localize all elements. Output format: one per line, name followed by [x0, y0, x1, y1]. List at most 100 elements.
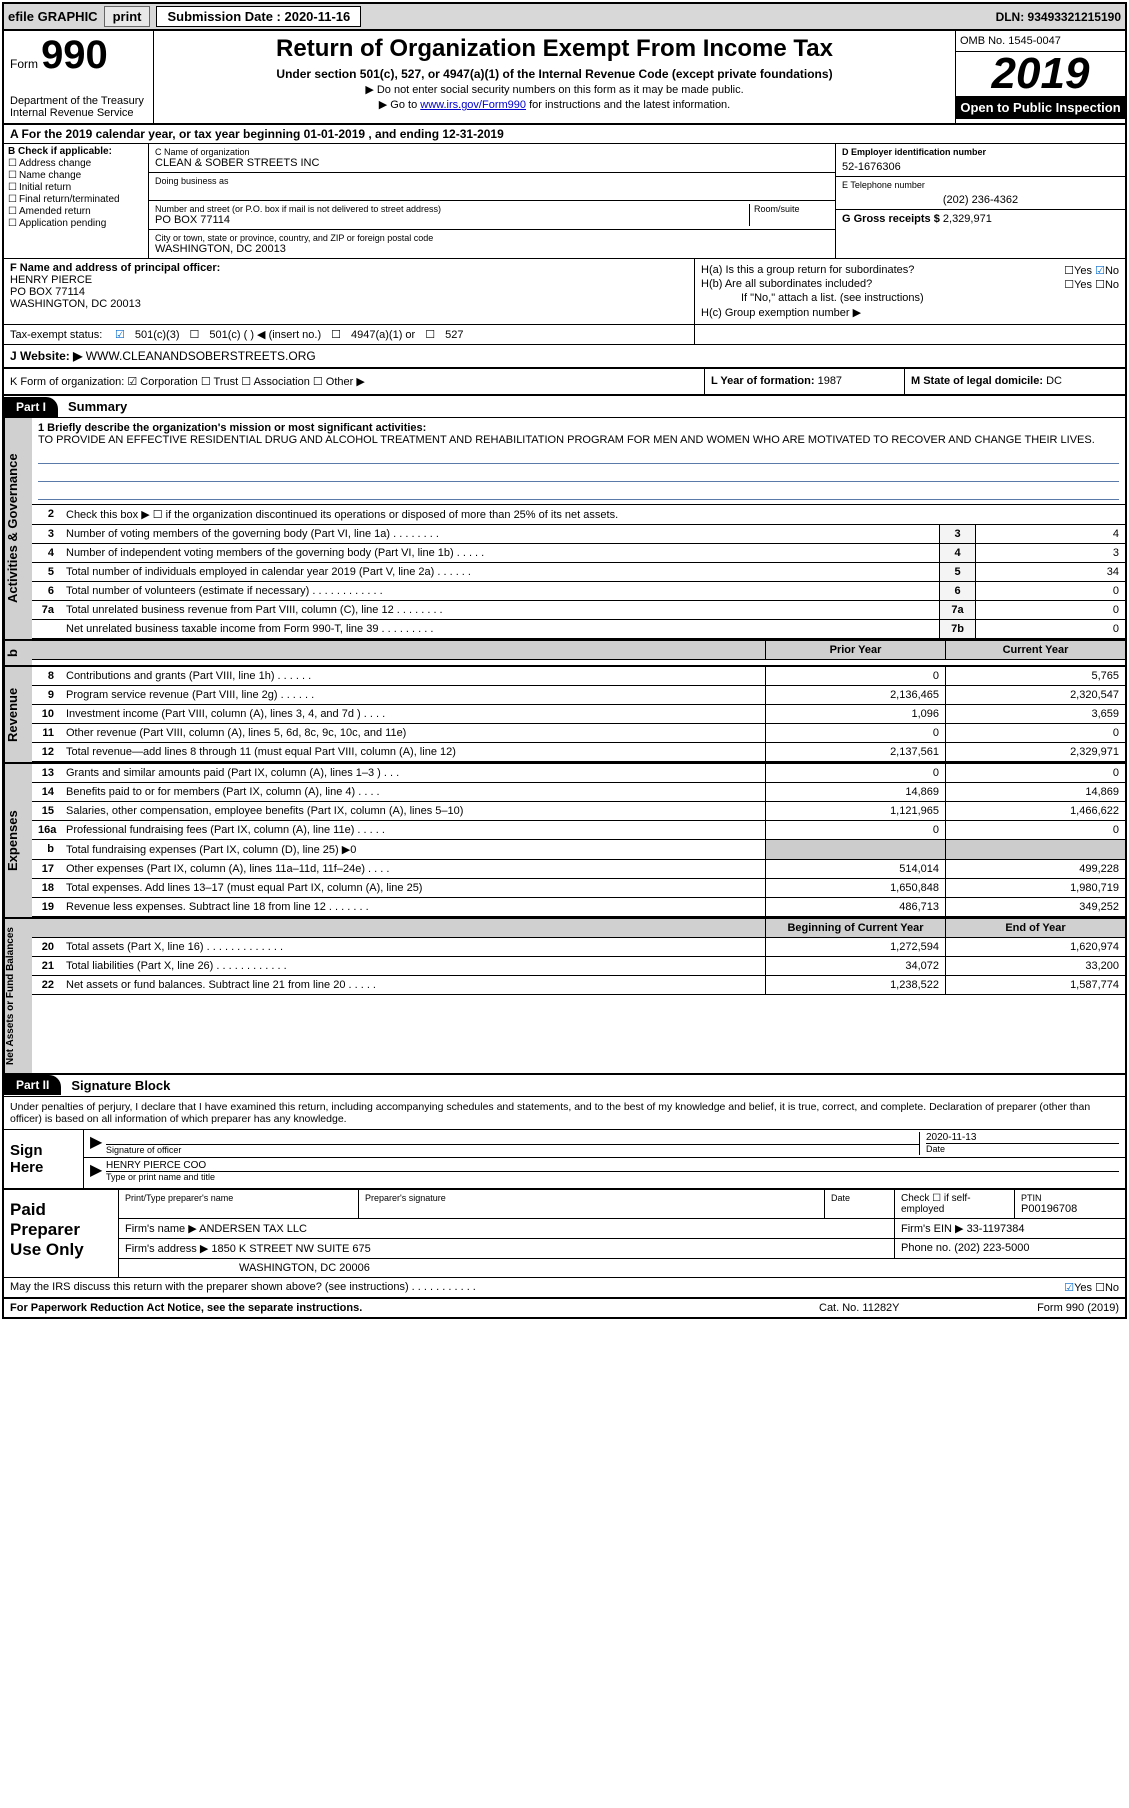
line-val: 4	[975, 525, 1125, 543]
tax-year-line: A For the 2019 calendar year, or tax yea…	[4, 125, 1125, 144]
501c[interactable]: 501(c) ( ) ◀ (insert no.)	[209, 328, 321, 341]
hdr-begin: Beginning of Current Year	[765, 919, 945, 937]
line-num: b	[32, 840, 60, 859]
prior-val: 34,072	[765, 957, 945, 975]
line-num: 21	[32, 957, 60, 975]
line-num: 12	[32, 743, 60, 761]
gross-value: 2,329,971	[943, 213, 992, 225]
phone-value: (202) 236-4362	[842, 194, 1119, 206]
line-val: 0	[975, 601, 1125, 619]
prior-val: 1,238,522	[765, 976, 945, 994]
line-num: 19	[32, 898, 60, 916]
line-desc: Total fundraising expenses (Part IX, col…	[60, 840, 765, 859]
current-val: 499,228	[945, 860, 1125, 878]
line-desc: Total number of volunteers (estimate if …	[60, 582, 939, 600]
line-desc: Total number of individuals employed in …	[60, 563, 939, 581]
501c3[interactable]: 501(c)(3)	[135, 329, 180, 341]
line-desc: Program service revenue (Part VIII, line…	[60, 686, 765, 704]
prior-val: 14,869	[765, 783, 945, 801]
line-desc: Total liabilities (Part X, line 26) . . …	[60, 957, 765, 975]
line-desc: Number of independent voting members of …	[60, 544, 939, 562]
prior-val: 486,713	[765, 898, 945, 916]
4947[interactable]: 4947(a)(1) or	[351, 329, 415, 341]
vtab-activities: Activities & Governance	[4, 418, 32, 639]
line-desc: Total unrelated business revenue from Pa…	[60, 601, 939, 619]
line-num: 17	[32, 860, 60, 878]
current-val: 1,466,622	[945, 802, 1125, 820]
line-box: 4	[939, 544, 975, 562]
vtab-expenses: Expenses	[4, 764, 32, 917]
website-value: WWW.CLEANANDSOBERSTREETS.ORG	[86, 349, 316, 363]
hdr-prior: Prior Year	[765, 641, 945, 659]
prior-val: 2,137,561	[765, 743, 945, 761]
line-desc: Benefits paid to or for members (Part IX…	[60, 783, 765, 801]
form-prefix: Form	[10, 57, 38, 71]
discuss-no[interactable]: No	[1105, 1282, 1119, 1294]
hb-note: If "No," attach a list. (see instruction…	[701, 292, 1119, 304]
prior-val: 1,650,848	[765, 879, 945, 897]
current-val: 33,200	[945, 957, 1125, 975]
current-val: 1,587,774	[945, 976, 1125, 994]
firm-ein: 33-1197384	[967, 1223, 1025, 1235]
dept-treasury: Department of the Treasury Internal Reve…	[10, 95, 147, 119]
firm-addr-label: Firm's address ▶	[125, 1243, 208, 1255]
line-val: 0	[975, 582, 1125, 600]
line-num: 5	[32, 563, 60, 581]
chk-final-return[interactable]: Final return/terminated	[8, 194, 144, 205]
line-desc: Salaries, other compensation, employee b…	[60, 802, 765, 820]
prior-val: 2,136,465	[765, 686, 945, 704]
sig-date: 2020-11-13	[926, 1132, 976, 1143]
line-num	[32, 620, 60, 638]
line-desc: Total expenses. Add lines 13–17 (must eq…	[60, 879, 765, 897]
discuss-yes[interactable]: Yes	[1074, 1282, 1092, 1294]
line-box: 7b	[939, 620, 975, 638]
addr-label: Number and street (or P.O. box if mail i…	[155, 204, 749, 214]
line-box: 6	[939, 582, 975, 600]
blank-line	[38, 468, 1119, 482]
chk-amended[interactable]: Amended return	[8, 206, 144, 217]
print-button[interactable]: print	[104, 6, 151, 27]
prior-val: 1,272,594	[765, 938, 945, 956]
current-val: 0	[945, 724, 1125, 742]
line-box: 3	[939, 525, 975, 543]
irs-link[interactable]: www.irs.gov/Form990	[420, 99, 526, 111]
hdr-current: Current Year	[945, 641, 1125, 659]
line-num: 7a	[32, 601, 60, 619]
current-val: 3,659	[945, 705, 1125, 723]
ha-yes[interactable]: Yes	[1074, 265, 1092, 277]
hb-yes[interactable]: Yes	[1074, 279, 1092, 291]
prep-sig-label: Preparer's signature	[365, 1193, 818, 1203]
prep-selfemp[interactable]: Check ☐ if self-employed	[895, 1190, 1015, 1218]
line-desc: Net unrelated business taxable income fr…	[60, 620, 939, 638]
phone-label: E Telephone number	[842, 180, 1119, 190]
part1-title: Summary	[58, 396, 137, 417]
current-val: 2,329,971	[945, 743, 1125, 761]
line-num: 20	[32, 938, 60, 956]
current-val: 0	[945, 764, 1125, 782]
ha-no[interactable]: No	[1105, 265, 1119, 277]
form-subtitle: Under section 501(c), 527, or 4947(a)(1)…	[162, 67, 947, 81]
prior-val: 1,121,965	[765, 802, 945, 820]
line-num: 16a	[32, 821, 60, 839]
discuss-label: May the IRS discuss this return with the…	[10, 1281, 1064, 1294]
chk-address-change[interactable]: Address change	[8, 158, 144, 169]
line-num: 22	[32, 976, 60, 994]
line-num: 14	[32, 783, 60, 801]
chk-name-change[interactable]: Name change	[8, 170, 144, 181]
domicile: DC	[1046, 375, 1062, 387]
note-goto-post: for instructions and the latest informat…	[526, 99, 730, 111]
line-desc: Check this box ▶ ☐ if the organization d…	[60, 505, 1125, 524]
chk-initial-return[interactable]: Initial return	[8, 182, 144, 193]
ptin-label: PTIN	[1021, 1193, 1119, 1203]
current-val: 1,980,719	[945, 879, 1125, 897]
domicile-label: M State of legal domicile:	[911, 375, 1043, 387]
527[interactable]: 527	[445, 329, 463, 341]
chk-app-pending[interactable]: Application pending	[8, 218, 144, 229]
officer-addr2: WASHINGTON, DC 20013	[10, 298, 141, 310]
hb-no[interactable]: No	[1105, 279, 1119, 291]
firm-phone-label: Phone no.	[901, 1242, 951, 1254]
line-num: 8	[32, 667, 60, 685]
firm-name: ANDERSEN TAX LLC	[199, 1223, 307, 1235]
ein-value: 52-1676306	[842, 161, 1119, 173]
part2-tab: Part II	[4, 1075, 61, 1095]
